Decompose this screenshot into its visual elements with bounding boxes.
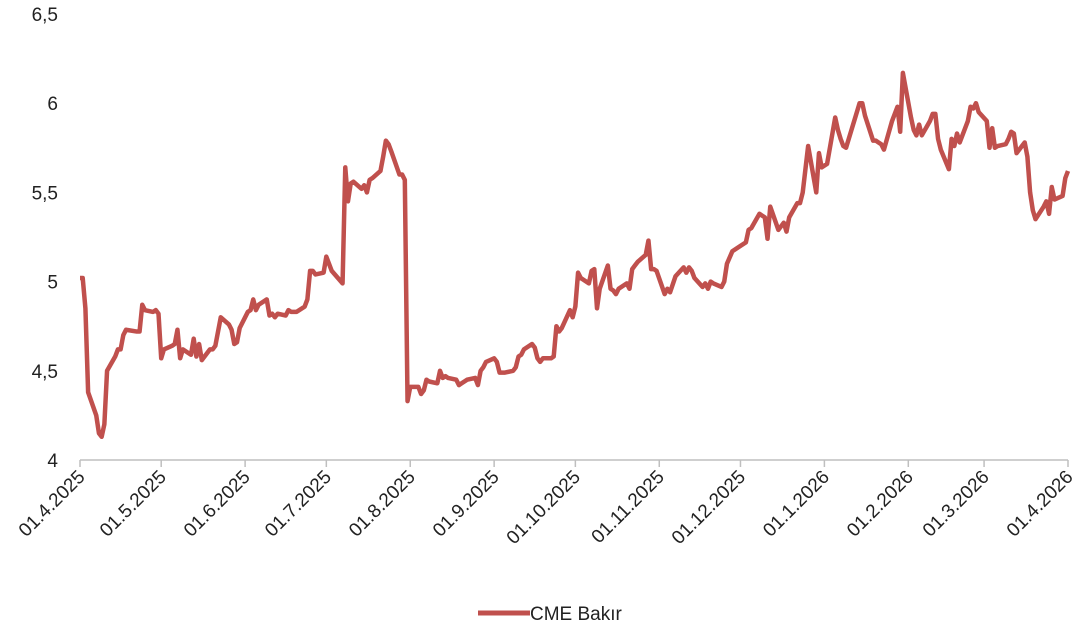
y-tick-label: 5,5 [32,183,58,204]
x-tick-label: 01.6.2025 [180,467,255,542]
y-tick-label: 6 [47,94,58,115]
y-tick-label: 4 [47,451,58,472]
x-tick-label: 01.10.2025 [503,467,585,549]
x-tick-label: 01.8.2025 [345,467,420,542]
data-line [80,70,1071,440]
x-tick-label: 01.1.2026 [759,467,834,542]
y-tick-label: 6,5 [32,5,58,26]
x-tick-label: 01.12.2025 [668,467,750,549]
x-tick-label: 01.11.2025 [588,467,669,548]
x-tick-label: 01.5.2025 [96,467,171,542]
x-tick-label: 01.3.2026 [919,467,994,542]
legend-label: CME Bakır [530,604,623,625]
x-tick-label: 01.2.2026 [843,467,918,542]
x-tick-label: 01.9.2025 [429,467,504,542]
x-tick-label: 01.7.2025 [261,467,336,542]
x-tick-label: 01.4.2025 [15,467,90,542]
y-tick-label: 4,5 [32,362,58,383]
y-tick-label: 5 [47,273,58,294]
x-tick-label: 01.4.2026 [1003,467,1078,542]
